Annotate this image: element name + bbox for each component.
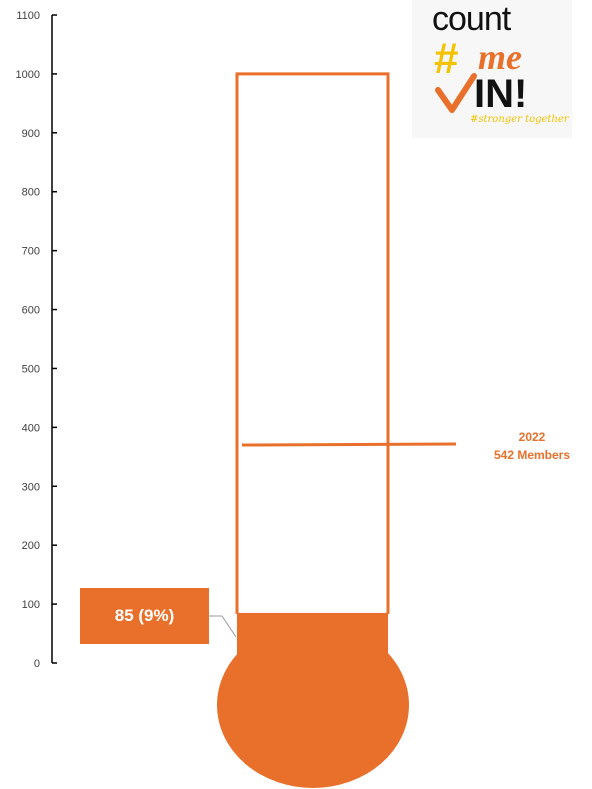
value-leader-line bbox=[209, 615, 237, 638]
y-tick-label: 900 bbox=[22, 128, 40, 140]
y-tick-label: 1000 bbox=[16, 69, 40, 81]
logo-word-me: me bbox=[478, 37, 522, 77]
y-tick-label: 100 bbox=[22, 599, 40, 611]
count-me-in-logo: count # me IN! #stronger together bbox=[412, 0, 572, 138]
marker-year: 2022 bbox=[518, 430, 546, 444]
y-tick-label: 500 bbox=[22, 363, 40, 375]
y-tick-label: 0 bbox=[34, 658, 40, 670]
logo-word-count: count bbox=[432, 0, 511, 38]
marker-line bbox=[241, 442, 457, 447]
marker-label: 542 Members bbox=[493, 448, 571, 462]
checkmark-icon bbox=[435, 73, 477, 113]
y-tick-label: 400 bbox=[22, 422, 40, 434]
y-tick-label: 1100 bbox=[16, 10, 40, 22]
thermometer bbox=[209, 72, 457, 788]
y-axis: 0 100 200 300 400 500 600 700 800 900 1000 1100 bbox=[16, 10, 57, 670]
logo-word-in: IN! bbox=[474, 72, 528, 116]
logo-tagline: #stronger together bbox=[470, 114, 569, 125]
y-tick-label: 200 bbox=[22, 540, 40, 552]
y-tick-label: 700 bbox=[22, 246, 40, 258]
y-tick-label: 300 bbox=[22, 481, 40, 493]
current-value-label: 85 (9%) bbox=[80, 588, 209, 644]
thermometer-tube bbox=[235, 72, 390, 614]
logo-hash-symbol: # bbox=[434, 34, 459, 83]
y-tick-label: 800 bbox=[22, 187, 40, 199]
marker-annotation: 2022 542 Members bbox=[480, 428, 584, 464]
thermometer-bulb bbox=[217, 622, 409, 788]
y-tick-label: 600 bbox=[22, 305, 40, 317]
